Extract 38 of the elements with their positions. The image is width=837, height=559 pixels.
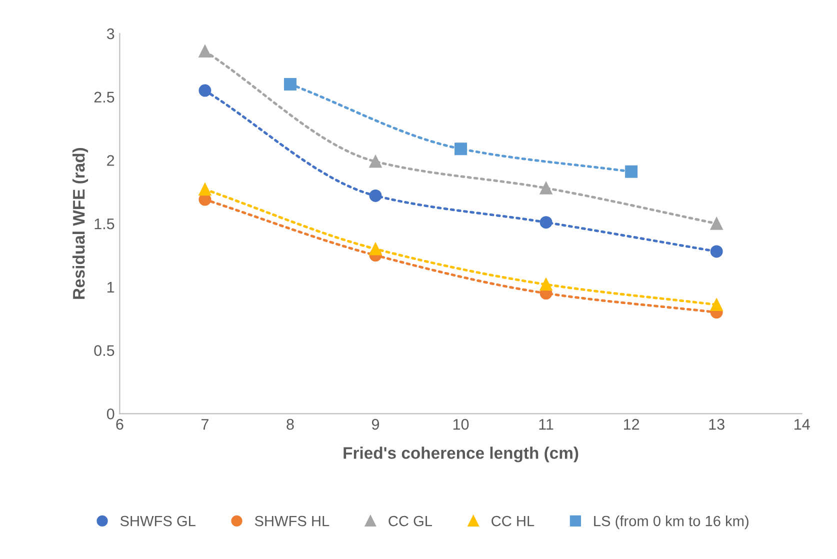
x-tick-label: 8: [286, 418, 294, 430]
point: [540, 182, 552, 194]
x-tick-label: 11: [539, 419, 554, 430]
y-tick-label: 0: [106, 408, 114, 420]
legend-label: CC HL: [492, 516, 534, 526]
point: [369, 242, 382, 256]
y-axis-title: Residual WFE (rad): [72, 148, 88, 299]
x-tick-label: 6: [116, 418, 124, 430]
point: [284, 78, 296, 90]
x-tick-label: 14: [794, 419, 810, 430]
y-tick-label: 1.5: [94, 218, 114, 230]
point: [369, 189, 382, 202]
point: [710, 217, 723, 230]
point: [540, 216, 552, 229]
x-axis-title: Fried's coherence length (cm): [344, 446, 578, 462]
point: [710, 245, 723, 258]
x-tick-label: 13: [709, 418, 724, 430]
point: [710, 298, 723, 311]
y-tick-label: 3: [106, 28, 114, 40]
point: [454, 142, 468, 156]
point: [198, 45, 212, 58]
x-tick-label: 7: [201, 419, 208, 430]
y-tick-label: 0.5: [94, 345, 114, 356]
point: [369, 155, 382, 168]
point: [198, 183, 212, 196]
x-tick-label: 12: [624, 418, 640, 430]
y-tick-label: 1: [108, 282, 114, 292]
y-tick-label: 2: [107, 155, 114, 166]
x-tick-label: 9: [372, 418, 380, 430]
point: [625, 165, 638, 178]
legend-label: LS (from 0 km to 16 km): [594, 516, 748, 530]
x-tick-label: 10: [453, 418, 469, 430]
legend-label: SHWFS HL: [254, 516, 330, 526]
point: [540, 278, 552, 291]
y-tick-label: 2.5: [94, 92, 114, 103]
legend-label: SHWFS GL: [120, 516, 196, 526]
legend-label: CC GL: [388, 516, 432, 526]
point: [198, 84, 212, 97]
